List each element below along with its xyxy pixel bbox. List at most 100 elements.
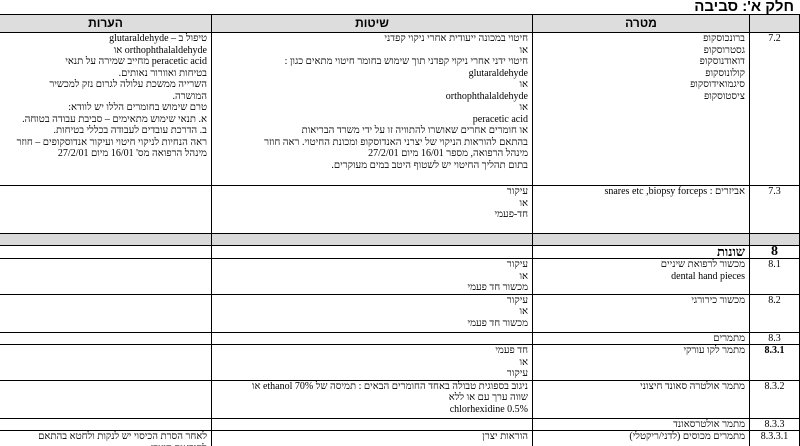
cell-line: בהתאם להוראות הניקוי של יצרני האנדוסקופ … xyxy=(264,136,528,148)
cell-line: עיקור xyxy=(506,186,528,198)
row-number: 8.1 xyxy=(749,258,800,295)
notes-cell xyxy=(0,331,212,345)
cell-line: מתמר אולטרסאונד xyxy=(673,418,745,430)
cell-line: glutaraldehyde xyxy=(468,67,528,79)
goal-cell: אביזרים : snares etc ,biopsy forceps xyxy=(532,185,750,234)
cell-line: מתמרים מכוסים (לדני/ריקטלי) xyxy=(629,431,745,443)
spacer-cell xyxy=(749,233,800,246)
cell-line: טרם שימוש בחומרים הללו יש לוודא: xyxy=(68,102,207,113)
methods-cell: עיקור או מכשור חד פעמי xyxy=(211,258,533,295)
cell-line: א. תנאי שימוש מתאימים – סביבת עבודה בטוח… xyxy=(22,113,207,125)
cell-line: מכשור חד פעמי xyxy=(467,317,528,329)
header-cell: מטרה xyxy=(532,14,750,33)
row-number: 7.2 xyxy=(749,32,800,186)
cell-line: לאחר הסרת הכיסוי יש לנקות ולחטא בהתאם לה… xyxy=(38,431,207,446)
cell-line: ניגוב בספוגית טבולה באחד החומרים הבאים :… xyxy=(251,380,528,392)
methods-cell: הוראות יצרן xyxy=(211,430,533,446)
cell-line: בתום תהליך החיטוי יש לשטוף היטב במים מעו… xyxy=(331,159,528,171)
cell-line: חד פעמי xyxy=(495,345,528,356)
page-title: חלק א': סביבה xyxy=(694,0,794,15)
cell-line: dental hand pieces xyxy=(671,270,745,282)
cell-line: מתמר אולטרה סאונד חיצוני xyxy=(640,380,745,392)
methods-cell: עיקור או מכשור חד פעמי xyxy=(211,293,533,333)
goal-cell: מתמרים xyxy=(532,331,750,345)
cell-line: ברונכוסקופ xyxy=(703,33,745,45)
section-number: 8 xyxy=(749,245,800,259)
cell-line: ציסטוסקופ xyxy=(704,90,745,102)
methods-cell xyxy=(211,417,533,431)
row-number: 8.3.3.1 xyxy=(749,430,800,446)
cell-line: מתמרים xyxy=(713,332,745,344)
methods-cell: עיקור או חד-פעמי xyxy=(211,185,533,234)
notes-cell xyxy=(0,293,212,333)
cell-line: או xyxy=(519,356,528,368)
cell-line: ב. הדרכת עובדים לעבודה בכללי בטיחות. xyxy=(53,125,207,136)
notes-cell xyxy=(0,417,212,431)
section-row: 8 שונות xyxy=(0,245,800,259)
cell-line: orthophthalaldehyde או xyxy=(113,44,207,56)
cell-line: או xyxy=(519,79,528,90)
methods-cell: חד פעמי או עיקור xyxy=(211,344,533,381)
spacer-row xyxy=(0,233,800,246)
header-cell xyxy=(749,14,800,33)
cell-line: או xyxy=(519,197,528,209)
notes-cell xyxy=(0,185,212,234)
header-cell: הערות xyxy=(0,14,212,33)
row-number: 8.3.1 xyxy=(749,344,800,381)
goal-cell: מתמר לקו עורקי xyxy=(532,344,750,381)
cell-line: טיפול ב – glutaraldehyde xyxy=(109,33,207,45)
notes-cell xyxy=(0,344,212,381)
cell-line: peracetic acid xyxy=(472,113,528,125)
header-cell: שיטות xyxy=(211,14,533,33)
methods-cell xyxy=(211,331,533,345)
table-row: 8.3 מתמרים xyxy=(0,331,800,345)
cell-line: שווה ערך עם או ללא xyxy=(448,392,528,403)
cell-line: עיקור xyxy=(506,294,528,306)
cell-line: peracetic acid מחייב שמירה על תנאי xyxy=(65,56,207,67)
table: מטרה שיטות הערות 7.2 ברונכוסקופ גסטרוסקופ ד… xyxy=(0,14,800,446)
goal-cell: ברונכוסקופ גסטרוסקופ דואודנוסקופ קולונוסקופ… xyxy=(532,32,750,186)
goal-cell: מכשור לרפואת שיניים dental hand pieces xyxy=(532,258,750,295)
cell-line: קולונוסקופ xyxy=(705,67,745,79)
row-number: 7.3 xyxy=(749,185,800,234)
spacer-cell xyxy=(211,233,533,246)
table-row: 7.2 ברונכוסקופ גסטרוסקופ דואודנוסקופ קולונוס… xyxy=(0,32,800,186)
table-body: 7.2 ברונכוסקופ גסטרוסקופ דואודנוסקופ קולונוס… xyxy=(0,32,800,446)
row-number: 8.2 xyxy=(749,293,800,333)
cell-line: מכשור לרפואת שיניים xyxy=(660,259,745,270)
table-row: 8.3.2 מתמר אולטרה סאונד חיצוני ניגוב בספוג… xyxy=(0,379,800,419)
cell-line: בטיחות ואוורור נאותים. xyxy=(118,67,207,79)
section-cell xyxy=(211,245,533,259)
goal-cell: מכשור כירורגי xyxy=(532,293,750,333)
cell-line: חיטוי במכונה ייעודית אחרי ניקוי קפדני xyxy=(384,33,528,45)
cell-line: או xyxy=(519,306,528,317)
cell-line: ראה הנחיות לניקוי חיטוי ועיקור אנדוסקופי… xyxy=(16,136,207,160)
row-number: 8.3.3 xyxy=(749,417,800,431)
cell-line: סיגמואידוסקופ xyxy=(690,79,745,90)
cell-line: מתמר לקו עורקי xyxy=(683,345,745,356)
table-row: 8.3.3.1 מתמרים מכוסים (לדני/ריקטלי) הוראות… xyxy=(0,430,800,446)
row-number: 8.3 xyxy=(749,331,800,345)
table-row: 8.1 מכשור לרפואת שיניים dental hand pieces… xyxy=(0,258,800,295)
cell-line: גסטרוסקופ xyxy=(703,44,745,56)
cell-line: המושרה. xyxy=(172,90,207,102)
cell-line: מכשור כירורגי xyxy=(691,294,745,306)
cell-line: השרייה ממשכת עלולה לגרום נזק למכשיר xyxy=(49,79,207,90)
notes-cell xyxy=(0,258,212,295)
spacer-cell xyxy=(532,233,750,246)
cell-line: orthophthalaldehyde xyxy=(445,90,528,102)
section-cell xyxy=(0,245,212,259)
cell-line: או xyxy=(519,102,528,113)
goal-cell: מתמרים מכוסים (לדני/ריקטלי) xyxy=(532,430,750,446)
table-row: 8.3.3 מתמר אולטרסאונד xyxy=(0,417,800,431)
cell-line: מכשור חד פעמי xyxy=(467,282,528,293)
goal-cell: מתמר אולטרה סאונד חיצוני xyxy=(532,379,750,419)
spacer-cell xyxy=(0,233,212,246)
table-row: 8.2 מכשור כירורגי עיקור או מכשור חד פעמי xyxy=(0,293,800,333)
methods-cell: חיטוי במכונה ייעודית אחרי ניקוי קפדני או ח… xyxy=(211,32,533,186)
cell-line: אביזרים : snares etc ,biopsy forceps xyxy=(604,186,745,198)
table-row: 7.3 אביזרים : snares etc ,biopsy forceps ע… xyxy=(0,185,800,234)
goal-cell: מתמר אולטרסאונד xyxy=(532,417,750,431)
